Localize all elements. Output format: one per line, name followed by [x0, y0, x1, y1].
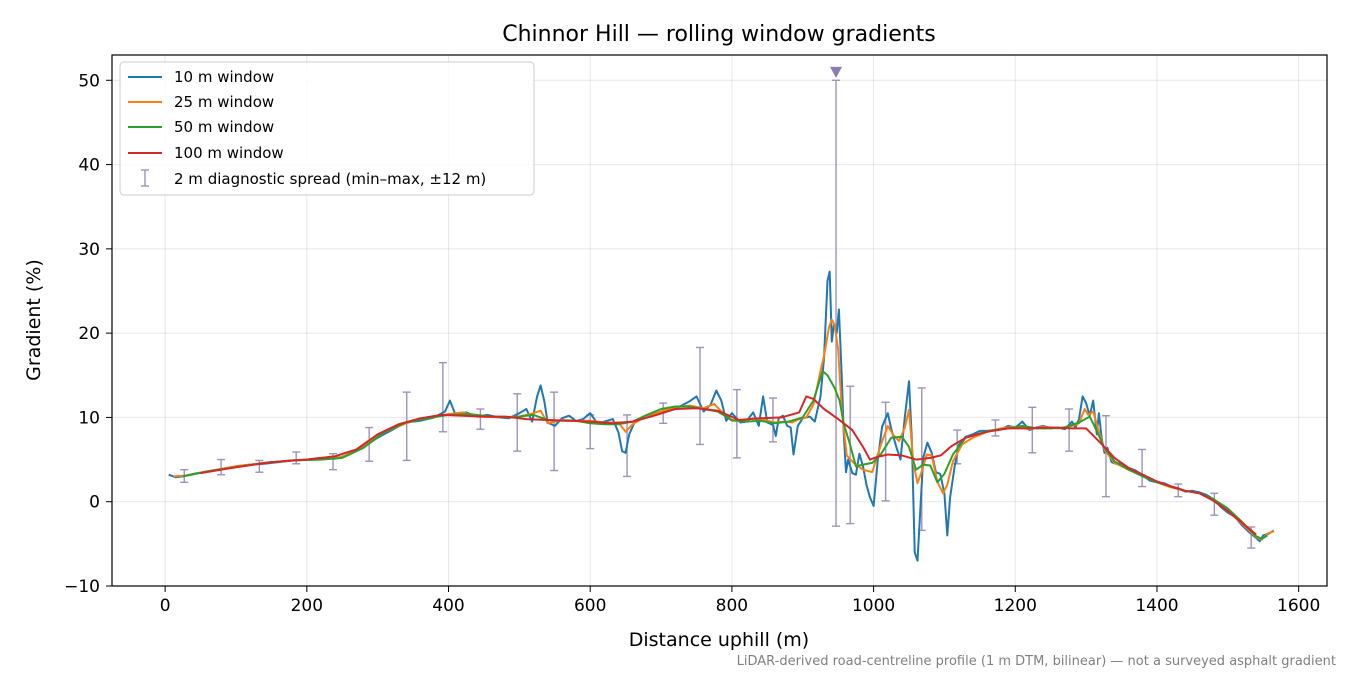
x-tick-label: 600: [574, 596, 606, 616]
series-line-0: [168, 270, 1275, 562]
x-axis-label: Distance uphill (m): [629, 629, 809, 651]
errorbar: [991, 419, 1000, 437]
x-axis-ticks: 0 200 400 600 800 1000 1200 1400 1600: [160, 586, 1320, 616]
x-tick-label: 1200: [994, 596, 1037, 616]
legend-box: [119, 61, 535, 196]
legend-label-10m: 10 m window: [174, 68, 274, 86]
chart-title: Chinnor Hill — rolling window gradients: [502, 22, 936, 47]
plot-frame: [111, 54, 1328, 587]
errorbar: [513, 393, 522, 452]
errorbar: [1174, 483, 1183, 498]
errorbar: [768, 397, 777, 443]
y-tick-label: 10: [78, 408, 100, 428]
errorbar: [255, 459, 264, 473]
legend-label-25m: 25 m window: [174, 93, 274, 111]
errorbar: [438, 361, 447, 433]
errorbar: [732, 388, 741, 459]
x-tick-label: 0: [160, 596, 171, 616]
y-tick-label: 30: [78, 240, 100, 260]
y-tick-label: 40: [78, 156, 100, 176]
legend-label-50m: 50 m window: [174, 118, 274, 136]
errorbar: [550, 391, 559, 472]
y-axis-ticks: −10 0 10 20 30 40 50: [64, 71, 112, 597]
legend: 10 m window 25 m window 50 m window 100 …: [119, 61, 535, 196]
errorbar: [292, 451, 301, 465]
errorbar: [1065, 408, 1074, 452]
y-tick-label: 0: [89, 493, 100, 513]
x-tick-label: 1400: [1135, 596, 1178, 616]
errorbar: [696, 346, 705, 446]
errorbar: [217, 458, 226, 476]
errorbar: [1138, 448, 1147, 488]
errorbar: [846, 385, 855, 525]
errorbar: [1210, 492, 1219, 516]
x-tick-label: 400: [432, 596, 464, 616]
outlier-marker: [830, 66, 843, 78]
errorbar: [476, 408, 485, 430]
outlier-triangle: [830, 66, 843, 78]
y-tick-label: 20: [78, 324, 100, 344]
errorbar: [1101, 415, 1110, 498]
y-tick-label: −10: [64, 577, 100, 597]
series-lines: [168, 270, 1275, 562]
legend-label-errorbar: 2 m diagnostic spread (min–max, ±12 m): [174, 170, 486, 188]
x-tick-label: 800: [716, 596, 748, 616]
x-tick-label: 1000: [852, 596, 895, 616]
y-tick-label: 50: [78, 71, 100, 91]
x-tick-label: 1600: [1277, 596, 1320, 616]
footnote: LiDAR-derived road-centreline profile (1…: [737, 654, 1336, 669]
errorbar: [402, 391, 411, 462]
errorbar: [832, 79, 841, 527]
legend-swatch-errorbar: [141, 169, 149, 187]
legend-label-100m: 100 m window: [174, 144, 284, 162]
y-axis-label: Gradient (%): [23, 259, 45, 381]
x-tick-label: 200: [291, 596, 323, 616]
series-line-3: [200, 395, 1257, 536]
